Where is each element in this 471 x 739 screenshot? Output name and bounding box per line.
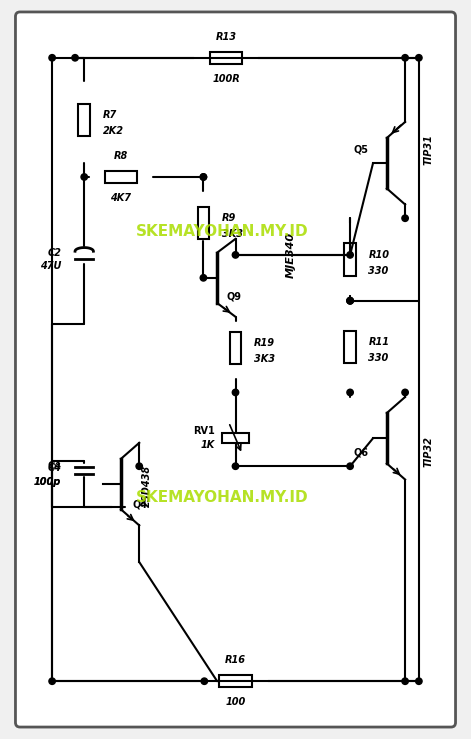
Text: TIP32: TIP32 bbox=[423, 437, 433, 468]
Text: MJE340: MJE340 bbox=[285, 232, 295, 278]
Circle shape bbox=[49, 678, 56, 684]
Text: RV1: RV1 bbox=[193, 426, 215, 437]
Bar bbox=[210, 52, 243, 64]
Circle shape bbox=[347, 298, 353, 304]
Circle shape bbox=[200, 275, 207, 281]
Circle shape bbox=[49, 55, 56, 61]
Text: TIP31: TIP31 bbox=[423, 134, 433, 165]
Circle shape bbox=[402, 389, 408, 395]
Circle shape bbox=[200, 174, 207, 180]
Bar bbox=[230, 332, 241, 364]
Text: SKEMAYOHAN.MY.ID: SKEMAYOHAN.MY.ID bbox=[136, 491, 308, 505]
Text: Q9: Q9 bbox=[227, 291, 241, 302]
Text: 3K3: 3K3 bbox=[222, 229, 243, 239]
Text: R19: R19 bbox=[254, 338, 275, 348]
Text: R7: R7 bbox=[103, 110, 117, 120]
Circle shape bbox=[201, 678, 208, 684]
Circle shape bbox=[347, 389, 353, 395]
Text: Q6: Q6 bbox=[353, 447, 368, 457]
Circle shape bbox=[72, 55, 78, 61]
Text: C4: C4 bbox=[47, 460, 61, 471]
Circle shape bbox=[347, 298, 353, 304]
Circle shape bbox=[81, 174, 88, 180]
Bar bbox=[344, 243, 356, 276]
Circle shape bbox=[402, 215, 408, 222]
Circle shape bbox=[415, 678, 422, 684]
Circle shape bbox=[402, 678, 408, 684]
Bar bbox=[79, 103, 90, 136]
Text: C2: C2 bbox=[48, 248, 61, 258]
Text: 100p: 100p bbox=[34, 477, 61, 487]
Text: R10: R10 bbox=[368, 250, 390, 260]
Text: 100: 100 bbox=[226, 698, 245, 707]
Circle shape bbox=[232, 389, 239, 395]
Text: 1K: 1K bbox=[201, 440, 215, 450]
Bar bbox=[219, 675, 252, 687]
Text: 100p: 100p bbox=[34, 477, 61, 487]
Bar bbox=[198, 207, 209, 239]
Text: Q5: Q5 bbox=[353, 144, 368, 154]
Text: 47U: 47U bbox=[40, 262, 61, 271]
Text: 3K3: 3K3 bbox=[254, 354, 275, 364]
Text: 330: 330 bbox=[368, 266, 389, 276]
Circle shape bbox=[347, 463, 353, 469]
Circle shape bbox=[200, 174, 207, 180]
Circle shape bbox=[347, 252, 353, 258]
Text: 4K7: 4K7 bbox=[110, 193, 131, 203]
Text: Q4: Q4 bbox=[132, 500, 147, 510]
Bar bbox=[222, 433, 249, 443]
Text: SKEMAYOHAN.MY.ID: SKEMAYOHAN.MY.ID bbox=[136, 225, 308, 239]
Text: 100R: 100R bbox=[212, 74, 240, 84]
Text: R11: R11 bbox=[368, 337, 390, 347]
Text: R16: R16 bbox=[225, 655, 246, 665]
Bar bbox=[344, 330, 356, 363]
FancyBboxPatch shape bbox=[16, 12, 455, 727]
Text: 2K2: 2K2 bbox=[103, 126, 123, 136]
Text: C4: C4 bbox=[48, 463, 61, 473]
Text: 2SD438: 2SD438 bbox=[141, 466, 152, 508]
Circle shape bbox=[402, 55, 408, 61]
Circle shape bbox=[232, 252, 239, 258]
Text: R8: R8 bbox=[114, 151, 128, 161]
Circle shape bbox=[347, 298, 353, 304]
Circle shape bbox=[415, 55, 422, 61]
Circle shape bbox=[136, 463, 142, 469]
Text: R13: R13 bbox=[216, 32, 237, 41]
Circle shape bbox=[232, 463, 239, 469]
Text: 330: 330 bbox=[368, 353, 389, 363]
Text: R9: R9 bbox=[222, 214, 236, 223]
Bar bbox=[105, 171, 137, 183]
